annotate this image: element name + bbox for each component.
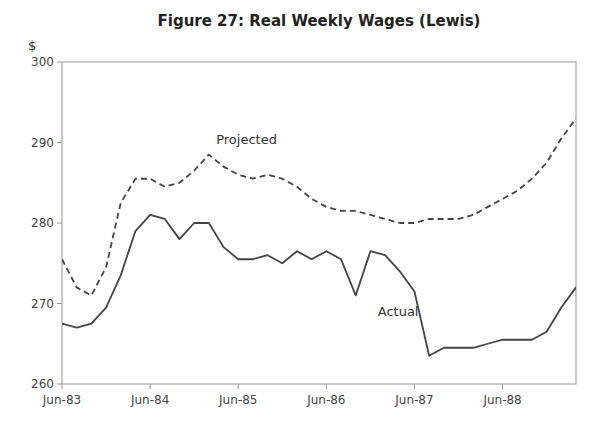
series-line [62,215,576,356]
y-tick-label: 260 [31,377,54,391]
y-tick [57,142,62,143]
y-axis-label: $ [28,38,36,53]
y-tick-label: 290 [31,136,54,150]
title: Figure 27: Real Weekly Wages (Lewis) [158,12,481,30]
y-tick-label: 270 [31,297,54,311]
lines [62,118,576,355]
y-tick-label: 280 [31,216,54,230]
x-tick [238,384,239,389]
x-tick-label: Jun-83 [42,393,81,407]
chart: Figure 27: Real Weekly Wages (Lewis) $260… [0,0,600,428]
x-tick-label: Jun-85 [218,393,257,407]
annotation: Actual [378,304,419,319]
x-tick [326,384,327,389]
x-tick-label: Jun-84 [130,393,169,407]
x-tick [414,384,415,389]
x-tick [62,384,63,389]
plot-frame [62,62,576,384]
annotation: Projected [216,132,277,147]
x-tick-label: Jun-86 [306,393,345,407]
x-tick [502,384,503,389]
y-tick [57,384,62,385]
y-tick [57,303,62,304]
series-line [62,118,576,295]
y-tick-label: 300 [31,55,54,69]
x-tick [150,384,151,389]
x-tick-label: Jun-88 [482,393,521,407]
y-tick [57,223,62,224]
y-tick [57,62,62,63]
x-tick-label: Jun-87 [394,393,433,407]
